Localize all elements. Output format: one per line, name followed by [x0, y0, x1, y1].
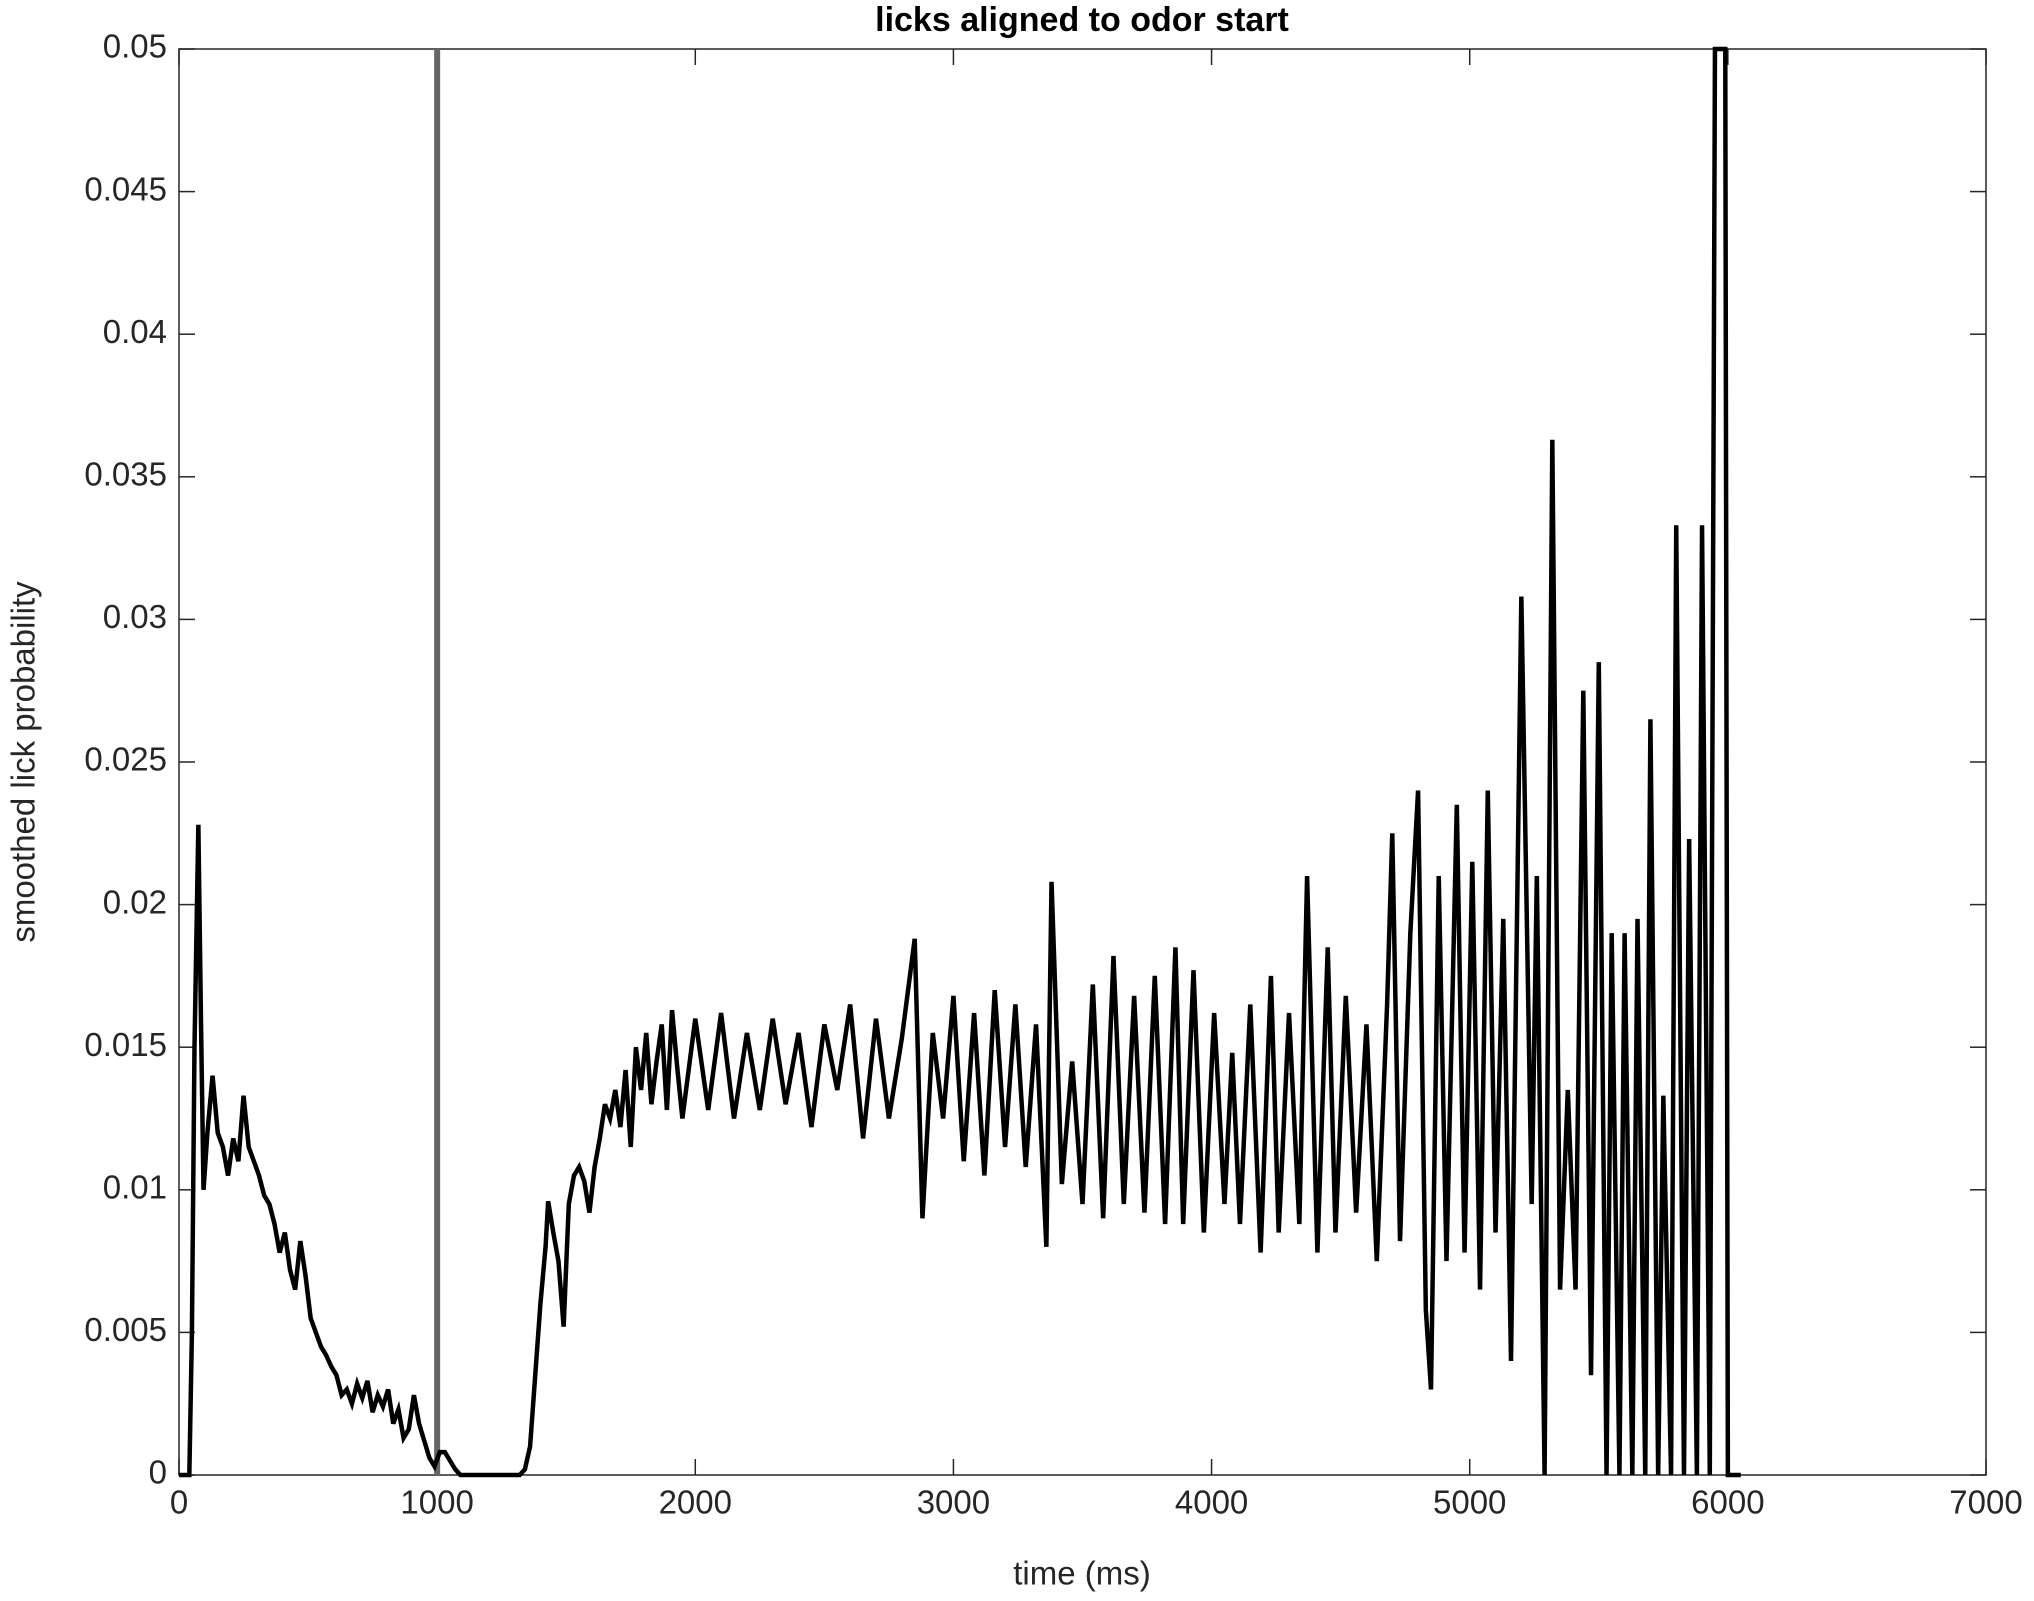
y-tick-label: 0.02: [103, 883, 167, 920]
y-tick-label: 0.005: [84, 1311, 167, 1348]
x-tick-label: 3000: [917, 1484, 990, 1521]
y-tick-label: 0.015: [84, 1026, 167, 1063]
chart-title: licks aligned to odor start: [875, 1, 1289, 39]
x-tick-label: 1000: [400, 1484, 473, 1521]
y-tick-label: 0: [149, 1454, 167, 1491]
x-tick-label: 6000: [1691, 1484, 1764, 1521]
y-tick-label: 0.04: [103, 313, 167, 350]
y-tick-label: 0.05: [103, 28, 167, 65]
x-tick-label: 4000: [1175, 1484, 1248, 1521]
y-axis-label: smoothed lick probability: [5, 581, 42, 943]
y-tick-label: 0.025: [84, 741, 167, 778]
y-tick-label: 0.035: [84, 456, 167, 493]
y-tick-label: 0.045: [84, 170, 167, 207]
x-axis-label: time (ms): [1013, 1555, 1150, 1592]
y-tick-label: 0.01: [103, 1169, 167, 1206]
x-tick-label: 7000: [1949, 1484, 2022, 1521]
x-tick-label: 5000: [1433, 1484, 1506, 1521]
y-tick-label: 0.03: [103, 598, 167, 635]
data-line: [179, 46, 1741, 1478]
x-tick-label: 0: [170, 1484, 188, 1521]
x-tick-label: 2000: [659, 1484, 732, 1521]
